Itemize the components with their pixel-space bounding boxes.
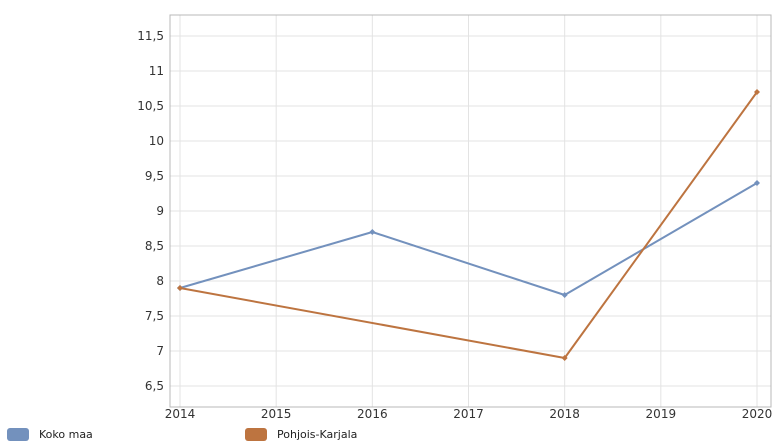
x-tick-label: 2014 bbox=[165, 407, 196, 421]
plot-area-border bbox=[169, 14, 772, 408]
x-tick-label: 2018 bbox=[549, 407, 580, 421]
legend-swatch-koko-maa bbox=[7, 428, 29, 441]
y-tick-label: 6,5 bbox=[145, 379, 164, 393]
legend-item-koko-maa[interactable]: Koko maa bbox=[7, 428, 93, 441]
data-point-pohjois-karjala[interactable] bbox=[177, 285, 183, 291]
y-tick-label: 8 bbox=[156, 274, 164, 288]
data-point-koko-maa[interactable] bbox=[369, 229, 376, 235]
data-point-pohjois-karjala[interactable] bbox=[754, 89, 760, 95]
legend: Koko maa Pohjois-Karjala bbox=[0, 428, 772, 445]
y-tick-label: 9 bbox=[156, 204, 164, 218]
y-tick-label: 10 bbox=[149, 134, 164, 148]
x-tick-label: 2015 bbox=[261, 407, 292, 421]
data-point-koko-maa[interactable] bbox=[561, 292, 568, 298]
y-tick-label: 7 bbox=[156, 344, 164, 358]
legend-label-pohjois-karjala: Pohjois-Karjala bbox=[277, 428, 358, 441]
y-tick-label: 8,5 bbox=[145, 239, 164, 253]
legend-swatch-pohjois-karjala bbox=[245, 428, 267, 441]
data-point-pohjois-karjala[interactable] bbox=[561, 355, 568, 361]
y-tick-label: 9,5 bbox=[145, 169, 164, 183]
x-axis-ticks: 2014 2015 2016 2017 2018 2019 2020 bbox=[165, 407, 772, 421]
x-tick-label: 2019 bbox=[646, 407, 677, 421]
grid-lines bbox=[170, 15, 771, 407]
legend-item-pohjois-karjala[interactable]: Pohjois-Karjala bbox=[245, 428, 357, 441]
data-point-koko-maa[interactable] bbox=[754, 180, 760, 186]
line-chart: 6,5 7 7,5 8 8,5 9 9,5 10 10,5 11 11,5 2014 2015 2016… bbox=[137, 14, 772, 421]
x-tick-label: 2016 bbox=[357, 407, 388, 421]
x-tick-label: 2017 bbox=[453, 407, 484, 421]
y-tick-label: 11,5 bbox=[137, 29, 164, 43]
series-layer bbox=[177, 89, 760, 361]
legend-label-koko-maa: Koko maa bbox=[39, 428, 93, 441]
x-tick-label: 2020 bbox=[742, 407, 772, 421]
y-tick-label: 11 bbox=[149, 64, 164, 78]
y-axis-ticks: 6,5 7 7,5 8 8,5 9 9,5 10 10,5 11 11,5 bbox=[137, 29, 164, 393]
series-line-koko-maa bbox=[179, 182, 758, 296]
y-tick-label: 7,5 bbox=[145, 309, 164, 323]
y-tick-label: 10,5 bbox=[137, 99, 164, 113]
